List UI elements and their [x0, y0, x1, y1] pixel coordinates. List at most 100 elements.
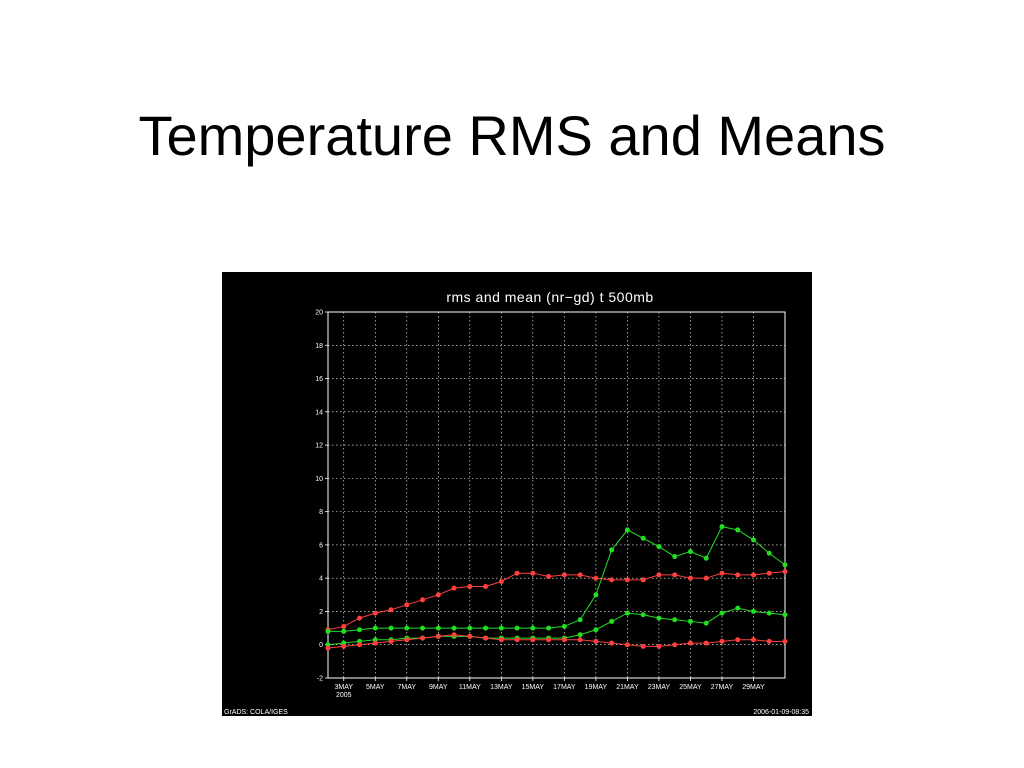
data-point — [687, 618, 693, 624]
data-point — [593, 627, 599, 633]
data-point — [483, 625, 489, 631]
data-point — [325, 628, 331, 634]
y-tick-label: 10 — [315, 476, 323, 483]
data-point — [341, 623, 347, 629]
data-point — [609, 577, 615, 583]
footer-left: GrADS: COLA/IGES — [224, 709, 288, 716]
series-line — [328, 526, 786, 632]
plot-frame — [327, 311, 786, 679]
y-tick-label: 6 — [319, 542, 323, 549]
data-point — [561, 637, 567, 643]
data-point — [609, 547, 615, 553]
x-tick-label: 5MAY — [366, 684, 385, 691]
data-point — [735, 527, 741, 533]
data-point — [735, 637, 741, 643]
x-tick-label: 17MAY — [553, 684, 576, 691]
data-point — [719, 570, 725, 576]
data-point — [530, 625, 536, 631]
data-point — [404, 625, 410, 631]
data-point — [672, 617, 678, 623]
data-point — [609, 618, 615, 624]
data-point — [672, 554, 678, 560]
y-tick-label: 2 — [319, 609, 323, 616]
data-point — [577, 637, 583, 643]
data-point — [624, 642, 630, 648]
x-tick-label: 29MAY — [742, 684, 765, 691]
data-point — [372, 610, 378, 616]
footer-right: 2006-01-09-08:35 — [753, 709, 809, 716]
data-point — [420, 635, 426, 641]
data-point — [687, 549, 693, 555]
data-point — [420, 625, 426, 631]
data-point — [388, 625, 394, 631]
data-point — [719, 524, 725, 530]
data-point — [656, 544, 662, 550]
data-point — [703, 620, 709, 626]
data-point — [593, 638, 599, 644]
y-tick-label: 16 — [315, 376, 323, 383]
data-point — [782, 569, 788, 575]
y-tick-label: 8 — [319, 509, 323, 516]
data-point — [561, 623, 567, 629]
data-point — [498, 579, 504, 585]
data-point — [530, 570, 536, 576]
y-tick-label: -2 — [317, 676, 323, 683]
data-point — [656, 643, 662, 649]
chart-background — [222, 272, 812, 716]
data-point — [514, 637, 520, 643]
data-point — [420, 597, 426, 603]
data-point — [735, 605, 741, 611]
series-line — [327, 634, 785, 649]
data-point — [640, 643, 646, 649]
data-point — [577, 632, 583, 638]
x-tick-label: 15MAY — [522, 684, 545, 691]
data-point — [750, 608, 756, 614]
plot: -2 0 2 4 6 8 10 12 14 16 18 20 3MAY 5MAY 7MAY 9MAY 11MAY… — [315, 310, 788, 699]
data-point — [388, 607, 394, 613]
data-point — [372, 640, 378, 646]
data-point — [546, 625, 552, 631]
data-point — [640, 612, 646, 618]
data-point — [451, 585, 457, 591]
data-point — [593, 592, 599, 598]
y-tick-label: 12 — [315, 443, 323, 450]
data-point — [750, 537, 756, 543]
data-point — [624, 527, 630, 533]
data-point — [435, 633, 441, 639]
data-point — [609, 640, 615, 646]
data-point — [782, 562, 788, 568]
data-point — [703, 575, 709, 581]
data-point — [325, 645, 331, 651]
data-point — [341, 628, 347, 634]
data-point — [546, 574, 552, 580]
data-point — [719, 610, 725, 616]
data-point — [624, 610, 630, 616]
data-point — [372, 625, 378, 631]
data-point — [782, 638, 788, 644]
data-point — [766, 638, 772, 644]
data-point — [703, 640, 709, 646]
x-tick-label: 23MAY — [648, 684, 671, 691]
data-point — [483, 584, 489, 589]
data-point — [750, 572, 756, 578]
chart-title: rms and mean (nr−gd) t 500mb — [446, 289, 653, 305]
data-point — [703, 555, 709, 561]
x-tick-label: 27MAY — [711, 684, 734, 691]
data-point — [498, 637, 504, 643]
data-point — [357, 627, 363, 633]
data-point — [593, 575, 599, 581]
data-point — [766, 610, 772, 616]
x-tick-label: 19MAY — [585, 684, 608, 691]
data-point — [672, 572, 678, 578]
x-tick-label: 3MAY — [334, 684, 353, 691]
data-point — [404, 602, 410, 608]
data-point — [766, 570, 772, 576]
x-tick-label: 21MAY — [616, 684, 639, 691]
data-point — [451, 632, 457, 638]
x-tick-label: 25MAY — [679, 684, 702, 691]
data-point — [357, 615, 363, 621]
x-tick-label: 9MAY — [429, 684, 448, 691]
data-point — [467, 633, 473, 639]
y-tick-label: 4 — [319, 576, 323, 583]
